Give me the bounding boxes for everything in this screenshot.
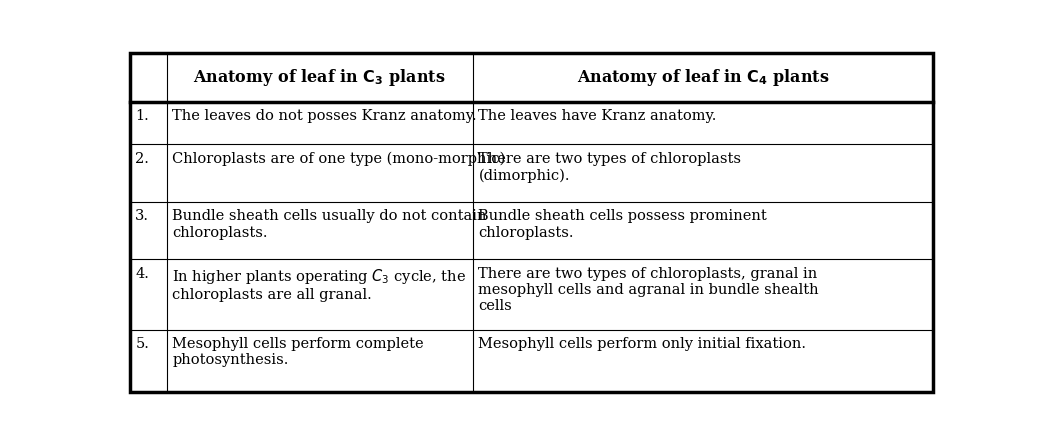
Text: 5.: 5. [135, 337, 149, 351]
Text: Anatomy of leaf in $\mathbf{C_4}$ plants: Anatomy of leaf in $\mathbf{C_4}$ plants [577, 67, 830, 88]
Text: Mesophyll cells perform only initial fixation.: Mesophyll cells perform only initial fix… [478, 337, 807, 351]
Text: Mesophyll cells perform complete
photosynthesis.: Mesophyll cells perform complete photosy… [172, 337, 424, 367]
Text: There are two types of chloroplasts, granal in
mesophyll cells and agranal in bu: There are two types of chloroplasts, gra… [478, 267, 819, 313]
Text: Chloroplasts are of one type (mono-morphic): Chloroplasts are of one type (mono-morph… [172, 152, 505, 166]
Text: The leaves have Kranz anatomy.: The leaves have Kranz anatomy. [478, 109, 717, 123]
Text: 3.: 3. [135, 209, 149, 224]
Text: Anatomy of leaf in $\mathbf{C_3}$ plants: Anatomy of leaf in $\mathbf{C_3}$ plants [193, 67, 446, 88]
Text: Bundle sheath cells possess prominent
chloroplasts.: Bundle sheath cells possess prominent ch… [478, 209, 767, 240]
Text: 4.: 4. [135, 267, 149, 281]
Text: In higher plants operating $C_3$ cycle, the
chloroplasts are all granal.: In higher plants operating $C_3$ cycle, … [172, 267, 467, 302]
Text: Bundle sheath cells usually do not contain
chloroplasts.: Bundle sheath cells usually do not conta… [172, 209, 486, 240]
Text: 1.: 1. [135, 109, 149, 123]
Text: The leaves do not posses Kranz anatomy.: The leaves do not posses Kranz anatomy. [172, 109, 477, 123]
Text: 2.: 2. [135, 152, 149, 166]
Text: There are two types of chloroplasts
(dimorphic).: There are two types of chloroplasts (dim… [478, 152, 741, 183]
